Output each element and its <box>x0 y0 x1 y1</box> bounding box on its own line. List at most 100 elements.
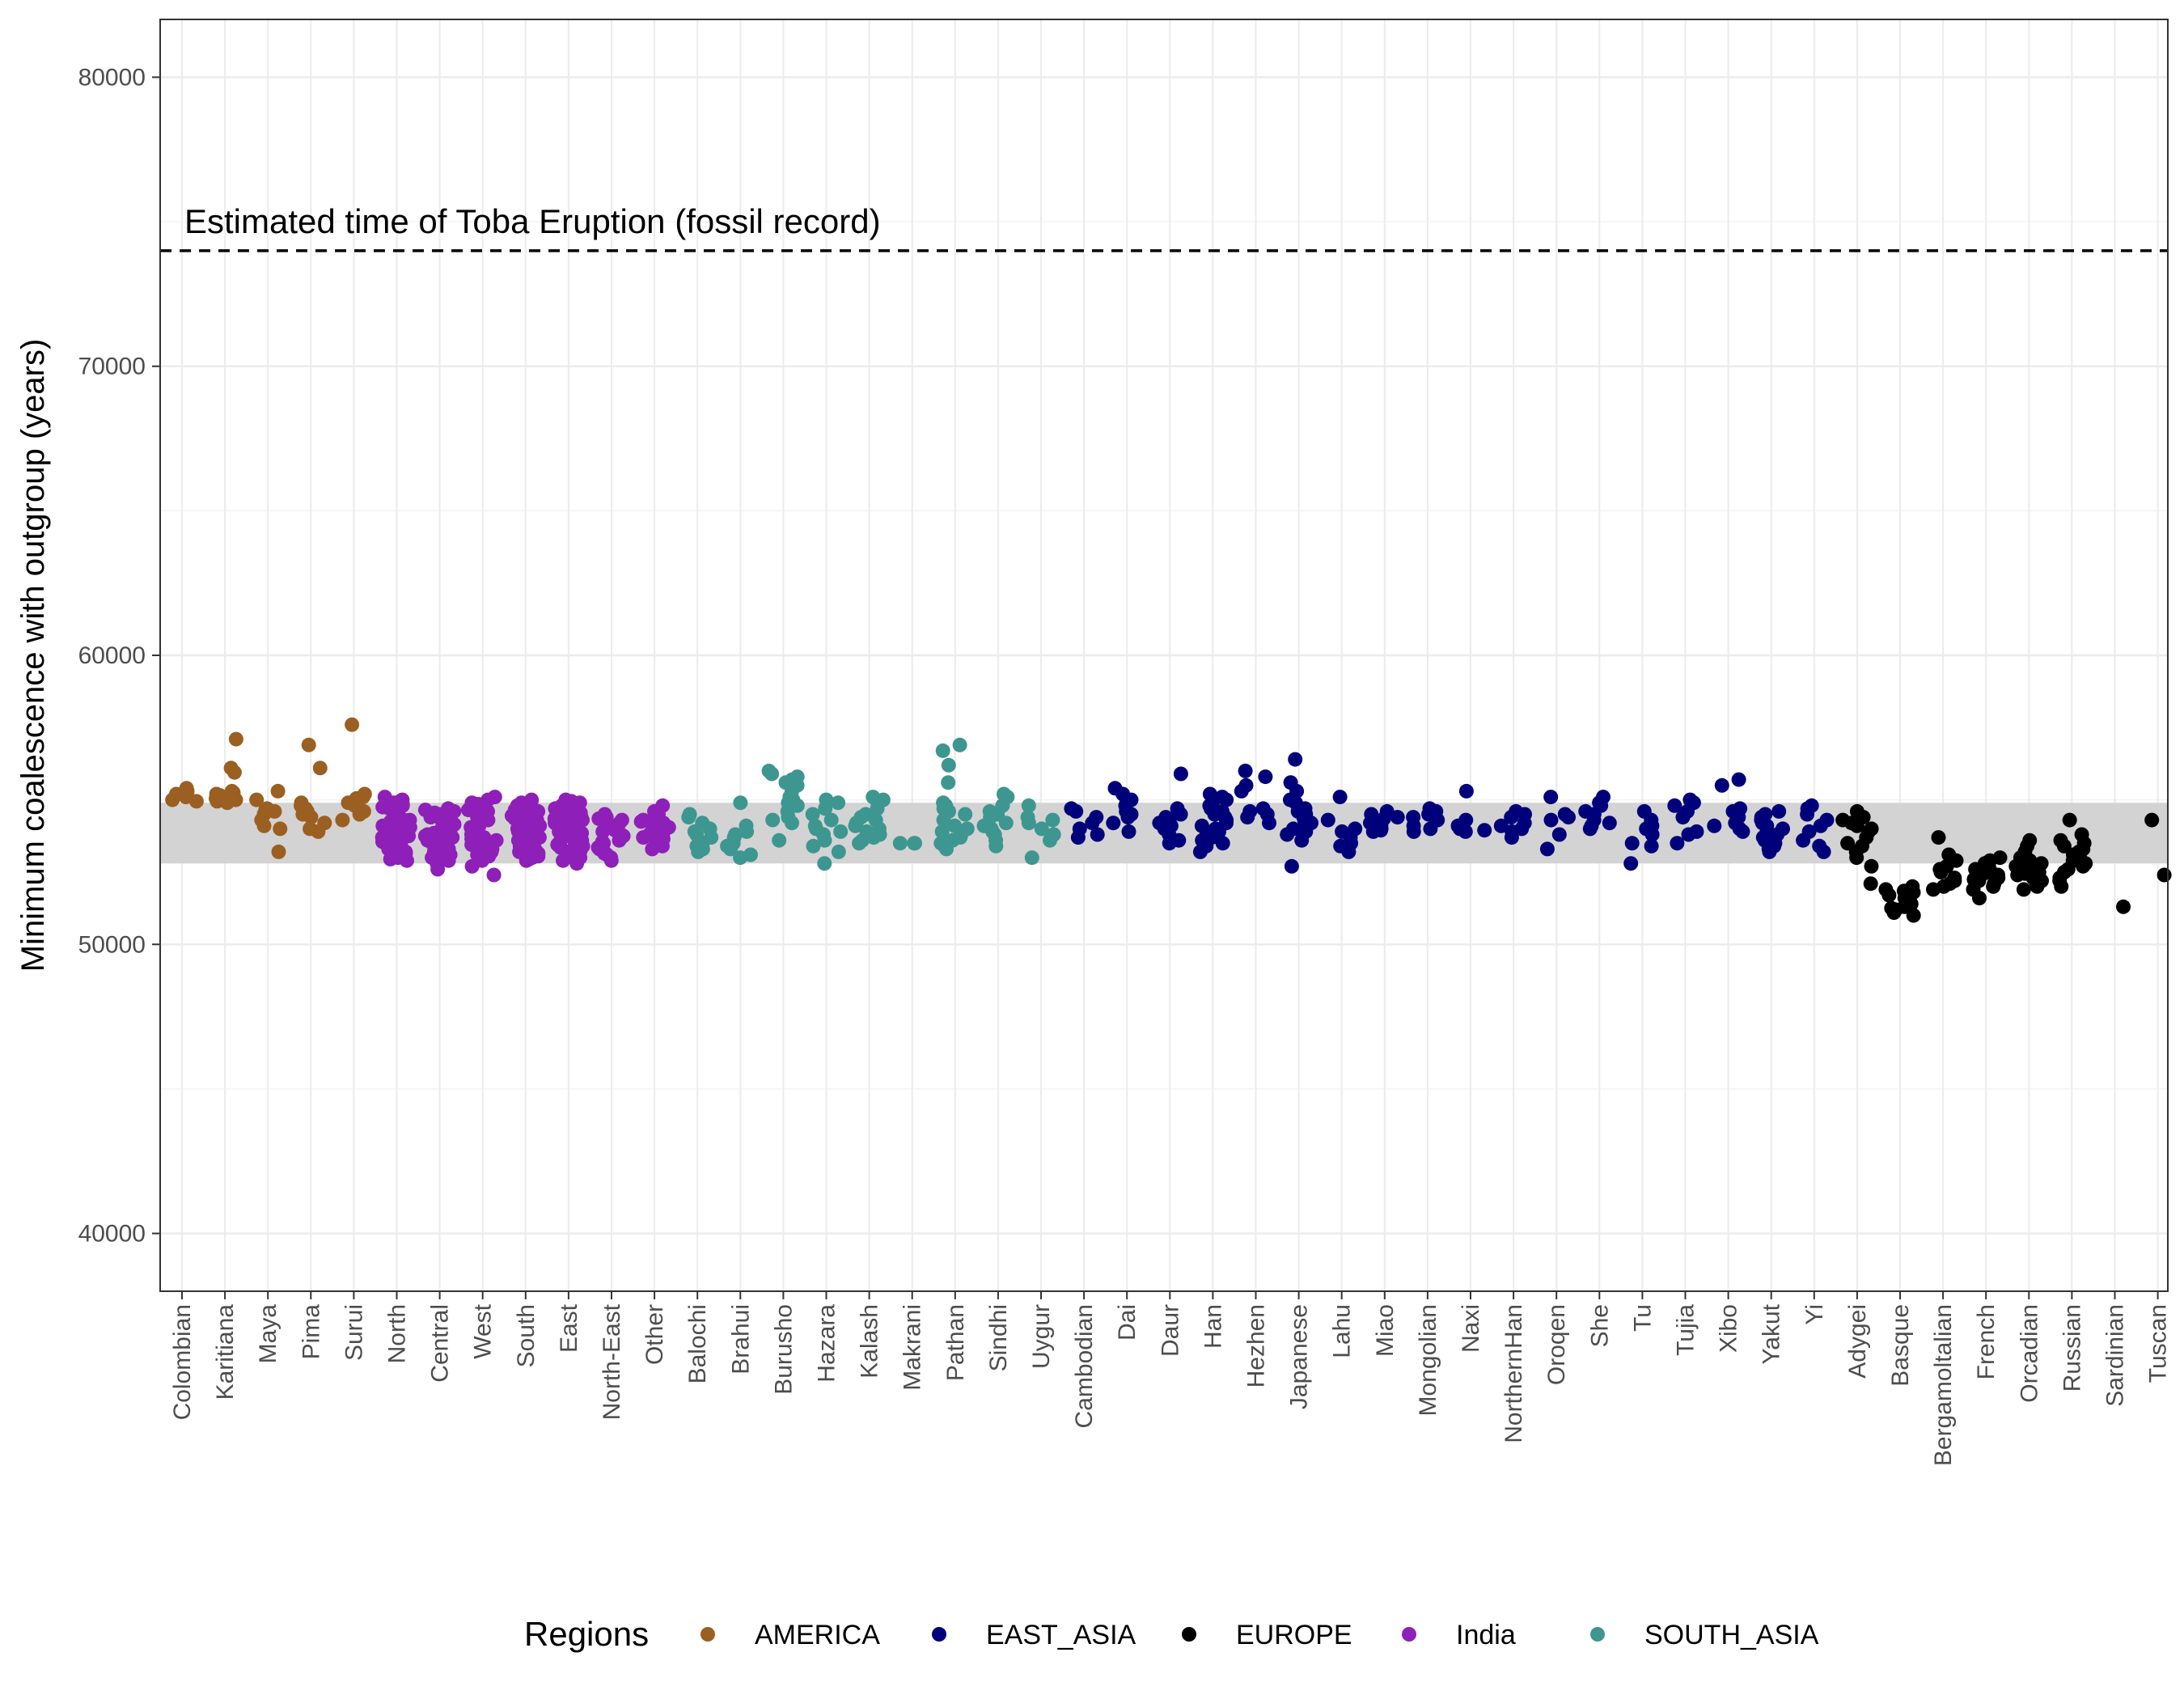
x-tick-label-miao: Miao <box>1372 1304 1399 1357</box>
y-tick-label: 80000 <box>78 64 146 91</box>
data-point-french <box>1966 871 1982 887</box>
data-point-tu <box>1644 838 1659 854</box>
data-point-adygei <box>1864 858 1879 874</box>
data-point-yi <box>1813 818 1828 833</box>
data-point-burusho <box>764 766 780 782</box>
x-axis-ticks: Colombian Karitiana Maya Pima Surui North Cent… <box>169 1291 2172 1466</box>
x-tick-label-colombian: Colombian <box>169 1304 196 1420</box>
data-point-west <box>461 803 476 818</box>
x-tick-label-russian: Russian <box>2059 1304 2085 1392</box>
data-point-hazara <box>806 838 821 854</box>
x-tick-label-daur: Daur <box>1157 1304 1183 1357</box>
data-point-maya <box>249 792 265 807</box>
data-point-uygur <box>1024 850 1039 866</box>
x-tick-label-japanese: Japanese <box>1286 1304 1313 1409</box>
legend-label-india: India <box>1456 1620 1516 1650</box>
data-point-pathan <box>935 743 950 758</box>
data-point-burusho <box>785 816 799 831</box>
x-tick-label-northernhan: NorthernHan <box>1500 1304 1527 1443</box>
y-tick-label: 40000 <box>78 1221 146 1248</box>
data-point-orcadian <box>2017 866 2033 881</box>
data-point-pathan <box>939 841 954 857</box>
x-tick-label-pima: Pima <box>298 1304 324 1360</box>
data-point-hazara <box>805 807 820 822</box>
data-point-brahui <box>723 841 739 857</box>
data-point-basque <box>1906 908 1921 923</box>
data-point-oroqen <box>1539 841 1555 857</box>
data-point-maya <box>273 821 288 837</box>
data-point-mongolian <box>1423 821 1438 837</box>
data-point-burusho <box>772 833 787 848</box>
x-tick-label-mongolian: Mongolian <box>1415 1304 1441 1416</box>
data-point-colombian <box>165 792 180 807</box>
data-point-sardinian <box>2116 899 2131 914</box>
data-point-balochi <box>681 810 696 825</box>
data-point-north <box>395 849 410 864</box>
data-point-uygur <box>1043 833 1057 848</box>
data-point-east <box>572 831 587 846</box>
data-point-maya <box>271 844 286 859</box>
x-tick-label-pathan: Pathan <box>942 1304 969 1381</box>
x-tick-label-north-east: North-East <box>599 1303 625 1420</box>
data-point-japanese <box>1288 752 1303 767</box>
legend-title: Regions <box>524 1615 649 1653</box>
y-axis-ticks: 40000 50000 60000 70000 80000 <box>78 64 160 1248</box>
x-tick-label-central: Central <box>427 1304 454 1383</box>
data-point-cambodian <box>1090 827 1105 842</box>
data-point-han <box>1219 792 1234 807</box>
data-point-french <box>1972 891 1987 906</box>
toba-eruption-annotation: Estimated time of Toba Eruption (fossil … <box>184 202 881 240</box>
x-tick-label-surui: Surui <box>341 1304 367 1361</box>
x-tick-label-basque: Basque <box>1887 1304 1914 1387</box>
data-point-kalash <box>870 801 885 816</box>
data-point-xibo <box>1731 772 1746 787</box>
data-point-burusho <box>781 795 796 811</box>
data-point-karitiana <box>228 792 243 807</box>
x-tick-label-cambodian: Cambodian <box>1071 1304 1098 1428</box>
data-point-miao <box>1373 823 1389 838</box>
data-point-bergamoltalian <box>1926 882 1941 897</box>
data-point-maya <box>256 818 272 833</box>
y-tick-label: 60000 <box>78 642 146 669</box>
data-point-dai <box>1106 816 1121 831</box>
data-point-pathan <box>936 812 951 828</box>
legend-swatch-east-asia <box>932 1627 946 1642</box>
x-tick-label-kalash: Kalash <box>857 1304 883 1379</box>
x-tick-label-yakut: Yakut <box>1759 1303 1785 1364</box>
data-point-north <box>375 799 391 815</box>
data-point-west <box>486 867 502 883</box>
data-point-oroqen <box>1543 812 1559 828</box>
data-point-tujia <box>1667 798 1682 813</box>
data-point-east <box>569 845 585 861</box>
data-point-xibo <box>1714 777 1729 793</box>
data-point-west <box>481 849 497 864</box>
data-point-basque <box>1899 895 1915 910</box>
x-tick-label-french: French <box>1973 1304 2000 1379</box>
data-point-colombian <box>188 794 204 809</box>
data-point-hazara <box>817 856 832 871</box>
data-point-kalash <box>848 818 863 833</box>
data-point-japanese <box>1294 833 1310 848</box>
x-tick-label-makrani: Makrani <box>899 1304 926 1391</box>
data-point-yi <box>1796 833 1811 848</box>
x-tick-label-sardinian: Sardinian <box>2102 1304 2129 1407</box>
legend-label-south-asia: SOUTH_ASIA <box>1644 1620 1819 1650</box>
data-point-russian <box>2054 879 2069 894</box>
x-tick-label-dai: Dai <box>1114 1304 1141 1341</box>
data-point-japanese <box>1284 858 1299 874</box>
legend: Regions AMERICA EAST_ASIA EUROPE India SOUTH… <box>524 1615 1819 1653</box>
data-point-pathan <box>941 775 956 790</box>
data-point-other <box>633 814 649 829</box>
data-point-french <box>1986 879 2001 894</box>
data-point-makrani <box>892 836 908 851</box>
data-point-tuscan <box>2144 812 2160 828</box>
data-point-oroqen <box>1543 790 1559 805</box>
data-point-west <box>464 858 480 874</box>
data-point-north <box>383 851 398 866</box>
data-point-hezhen <box>1240 810 1255 825</box>
data-point-orcadian <box>2030 879 2045 894</box>
data-point-yakut <box>1762 844 1777 859</box>
data-point-central <box>442 823 458 838</box>
data-point-surui <box>352 807 367 822</box>
data-point-kalash <box>866 830 882 845</box>
